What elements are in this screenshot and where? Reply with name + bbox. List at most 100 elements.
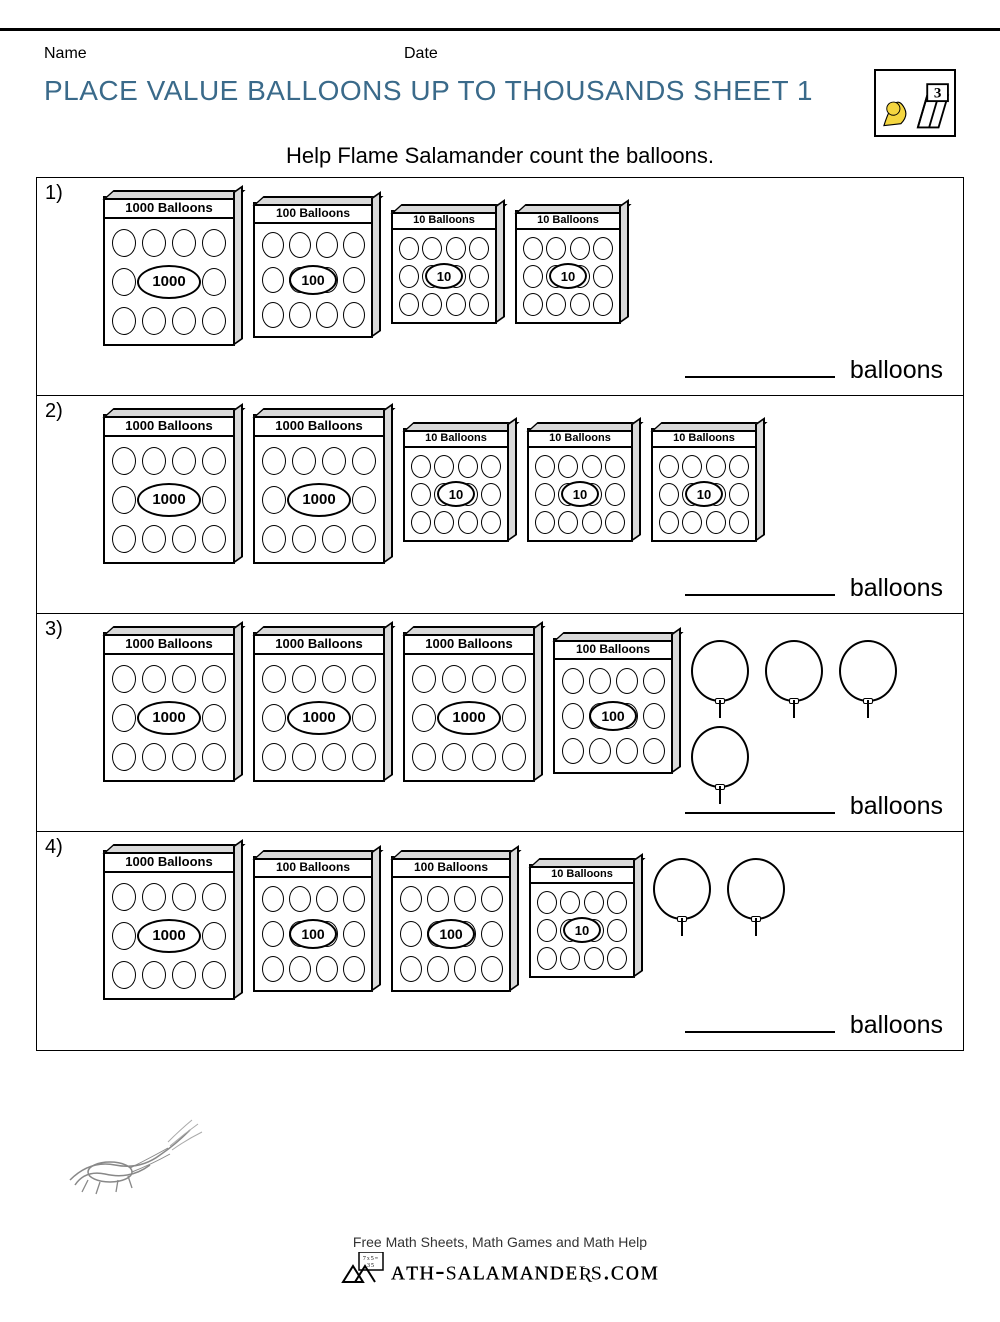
mini-balloon [289,886,311,912]
mini-balloon [412,704,436,732]
mini-balloon [352,704,376,732]
problem-boxes-row: 1000 Balloons1000100 Balloons10010 Ballo… [47,186,953,346]
mini-balloon [262,704,286,732]
balloon-box-10: 10 Balloons10 [403,428,509,542]
mini-balloon [458,511,478,534]
mini-balloon [343,232,365,258]
mini-balloon [562,703,584,729]
mini-balloon [112,665,136,693]
answer-blank[interactable] [685,594,835,596]
mini-balloon [558,455,578,478]
balloon-box-1000: 1000 Balloons1000 [253,414,385,564]
answer-row: balloons [685,356,943,385]
mini-balloon [411,455,431,478]
mini-balloon [523,265,543,288]
mini-balloon [643,703,665,729]
mini-balloon [112,922,136,950]
mini-balloon [605,455,625,478]
mini-balloon [343,267,365,293]
balloon-box-1000: 1000 Balloons1000 [103,632,235,782]
balloon-box-1000: 1000 Balloons1000 [103,196,235,346]
box-lid-label: 1000 Balloons [105,852,233,873]
mini-balloon [112,961,136,989]
mini-balloon [706,455,726,478]
footer-site-text: ᴀᴛʜ-sᴀʟᴀᴍᴀɴᴅᴇʀs.ᴄᴏᴍ [391,1255,659,1286]
answer-blank[interactable] [685,812,835,814]
balloon-box-100: 100 Balloons100 [391,856,511,992]
mini-balloon [262,956,284,982]
mini-balloon [322,525,346,553]
answer-row: balloons [685,1011,943,1040]
mini-balloon [472,665,496,693]
mini-balloon [142,961,166,989]
box-center-label: 1000 [437,701,501,735]
problem: 2)1000 Balloons10001000 Balloons100010 B… [37,396,963,614]
mini-balloon [616,738,638,764]
mini-balloon [558,511,578,534]
balloon-box-10: 10 Balloons10 [391,210,497,324]
box-lid-label: 10 Balloons [653,430,755,448]
answer-blank[interactable] [685,376,835,378]
mini-balloon [412,743,436,771]
mini-balloon [446,237,466,260]
mini-balloon [682,455,702,478]
box-lid-label: 1000 Balloons [405,634,533,655]
mini-balloon [546,293,566,316]
mini-balloon [400,886,422,912]
answer-blank[interactable] [685,1031,835,1033]
balloon-box-1000: 1000 Balloons1000 [253,632,385,782]
mini-balloon [729,455,749,478]
mini-balloon [412,665,436,693]
mini-balloon [442,743,466,771]
date-label: Date [404,45,956,63]
mini-balloon [292,447,316,475]
mini-balloon [535,511,555,534]
mini-balloon [537,947,557,970]
mini-balloon [584,891,604,914]
box-center-label: 100 [289,265,337,295]
box-lid-label: 10 Balloons [531,866,633,884]
mini-balloon [607,891,627,914]
mini-balloon [582,511,602,534]
box-center-label: 1000 [137,483,201,517]
mini-balloon [262,886,284,912]
balloon-box-100: 100 Balloons100 [253,856,373,992]
mini-balloon [112,229,136,257]
mini-balloon [292,525,316,553]
loose-balloon [727,858,785,928]
svg-text:35: 35 [367,1263,375,1269]
mini-balloon [535,455,555,478]
box-center-label: 1000 [287,701,351,735]
mini-balloon [352,665,376,693]
mini-balloon [292,743,316,771]
mini-balloon [422,237,442,260]
mini-balloon [570,237,590,260]
mini-balloon [316,886,338,912]
box-center-label: 1000 [137,701,201,735]
box-center-label: 1000 [137,265,201,299]
mini-balloon [607,919,627,942]
box-center-label: 10 [563,917,601,943]
mini-balloon [422,293,442,316]
mini-balloon [659,483,679,506]
mini-balloon [112,307,136,335]
title-row: PLACE VALUE BALLOONS UP TO THOUSANDS SHE… [0,69,1000,137]
balloon-box-10: 10 Balloons10 [515,210,621,324]
problem-number: 1) [45,182,63,205]
mini-balloon [562,738,584,764]
box-lid-label: 10 Balloons [393,212,495,230]
mini-balloon [469,265,489,288]
mini-balloon [172,743,196,771]
box-center-label: 100 [589,701,637,731]
mini-balloon [589,738,611,764]
mini-balloon [469,237,489,260]
mini-balloon [343,886,365,912]
mini-balloon [399,237,419,260]
mini-balloon [399,293,419,316]
box-center-label: 10 [549,263,587,289]
mini-balloon [142,743,166,771]
mini-balloon [202,307,226,335]
mini-balloon [262,743,286,771]
box-center-label: 10 [561,481,599,507]
page-title: PLACE VALUE BALLOONS UP TO THOUSANDS SHE… [44,69,860,107]
